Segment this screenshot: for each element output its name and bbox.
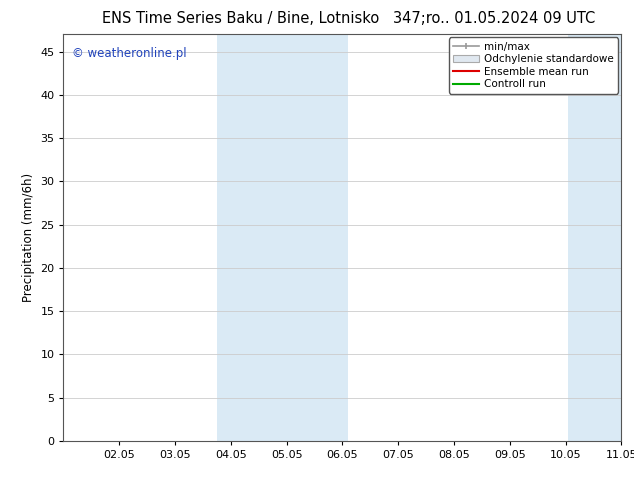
Legend: min/max, Odchylenie standardowe, Ensemble mean run, Controll run: min/max, Odchylenie standardowe, Ensembl… <box>449 37 618 94</box>
Text: ENS Time Series Baku / Bine, Lotnisko: ENS Time Series Baku / Bine, Lotnisko <box>102 11 380 26</box>
Y-axis label: Precipitation (mm/6h): Precipitation (mm/6h) <box>22 173 35 302</box>
Text: © weatheronline.pl: © weatheronline.pl <box>72 47 186 59</box>
Bar <box>568 34 634 441</box>
Bar <box>217 34 348 441</box>
Text: 347;ro.. 01.05.2024 09 UTC: 347;ro.. 01.05.2024 09 UTC <box>393 11 596 26</box>
